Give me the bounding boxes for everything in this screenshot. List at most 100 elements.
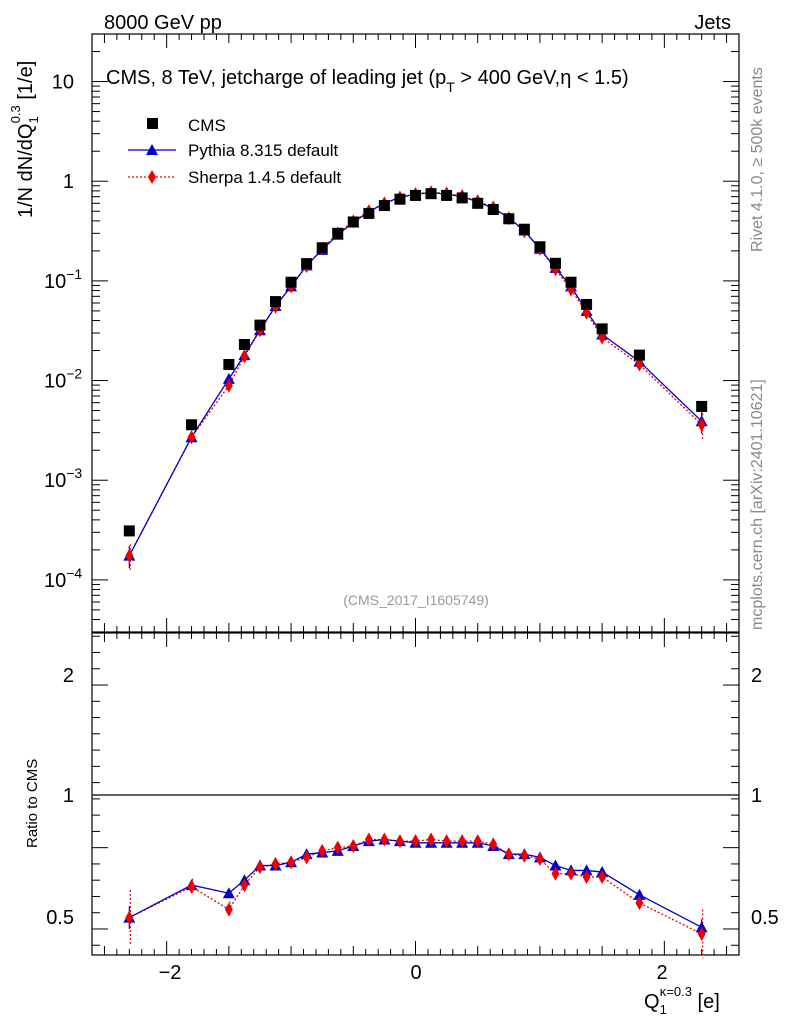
cms-point [518, 223, 530, 235]
sherpa-ratio-point [598, 869, 607, 884]
sherpa-ratio-point [504, 847, 513, 862]
cms-point [347, 216, 359, 228]
pythia-point [222, 372, 235, 384]
sherpa-ratio-point [567, 866, 576, 881]
cms-point [270, 296, 282, 308]
y-tick-label-base: 10 [44, 470, 66, 492]
y-tick-label-base: 1 [63, 171, 74, 193]
cms-point [565, 276, 577, 288]
sherpa-ratio-point [318, 843, 327, 858]
legend: CMS Pythia 8.315 default Sherpa 1.4.5 de… [128, 116, 341, 187]
header-category: Jets [694, 12, 731, 34]
sherpa-ratio-point [125, 910, 134, 925]
sherpa-point [240, 349, 249, 364]
xtick-label-neg2: −2 [159, 962, 182, 984]
sherpa-point [125, 548, 134, 563]
cms-point [332, 227, 344, 239]
sherpa-ratio-point [271, 856, 280, 871]
y-tick-label-base: 10 [44, 570, 66, 592]
main-ylabel: 1/N dN/dQ10.3 [1/e] [8, 61, 41, 218]
sherpa-ratio-point [255, 860, 264, 875]
y-tick-label-base: 10 [44, 271, 66, 293]
y-tick-label: 10−3 [44, 465, 82, 492]
cms-point [363, 207, 375, 219]
ratio-ytick-label-1-right: 1 [751, 785, 762, 807]
sherpa-ratio-point [395, 834, 404, 849]
sherpa-ratio-point [302, 850, 311, 865]
cms-point [410, 189, 421, 201]
ratio-frame [91, 632, 740, 956]
sherpa-ratio-point [520, 848, 529, 863]
pythia-ratio-point [633, 888, 646, 900]
sherpa-ratio-point [473, 834, 482, 849]
sherpa-ratio-point [349, 839, 358, 854]
pythia-ratio-point [222, 887, 235, 899]
ratio-ylabel: Ratio to CMS [24, 759, 41, 848]
pythia-ratio-point [580, 864, 593, 876]
cms-point [633, 349, 645, 361]
cms-point [316, 242, 328, 254]
sherpa-ratio-point [427, 832, 436, 847]
ratio-ytick-label-05-right: 0.5 [751, 907, 779, 929]
legend-marker-sherpa [148, 170, 156, 184]
pythia-ratio-point [695, 921, 708, 933]
xtick-label-2: 2 [656, 962, 667, 984]
plot-title: CMS, 8 TeV, jetcharge of leading jet (pT… [106, 67, 629, 95]
mcplots-label: mcplots.cern.ch [arXiv:2401.10621] [749, 379, 766, 630]
ratio-panel: 2 1 0.5 2 1 0.5 Ratio to CMS −2 0 2 Q1κ=… [24, 632, 779, 1017]
y-tick-label: 1 [63, 171, 74, 193]
cms-point [456, 192, 468, 204]
sherpa-line [128, 191, 703, 556]
y-tick-label-exp: −4 [66, 565, 82, 581]
cms-point [301, 258, 313, 270]
cms-point [285, 276, 297, 288]
x-axis-label: Q1κ=0.3 [e] [644, 984, 720, 1017]
ratio-ticks [92, 633, 739, 955]
sherpa-point [635, 357, 644, 372]
y-tick-label: 10−4 [44, 565, 82, 592]
sherpa-ratio-point [380, 832, 389, 847]
sherpa-ratio-point [187, 879, 196, 894]
main-series [123, 185, 708, 570]
cms-point [254, 319, 266, 331]
legend-marker-pythia [146, 144, 158, 155]
y-tick-label-exp: −1 [66, 266, 82, 282]
cms-point [472, 197, 484, 209]
pythia-ratio-point [549, 859, 562, 871]
sherpa-ratio-point [224, 902, 233, 917]
y-tick-label-exp: −2 [66, 366, 82, 382]
y-tick-label-base: 10 [44, 371, 66, 393]
sherpa-ratio-point [582, 869, 591, 884]
sherpa-point [187, 430, 196, 445]
cms-point [223, 358, 235, 370]
cms-point [425, 188, 437, 200]
main-ticks [92, 33, 739, 633]
y-tick-label: 10 [52, 72, 74, 94]
pythia-line [128, 191, 703, 556]
cms-point [378, 200, 390, 212]
cms-point [549, 257, 561, 269]
y-tick-label: 10−2 [44, 366, 82, 393]
cms-point [503, 213, 515, 225]
sherpa-ratio-point [287, 855, 296, 870]
sherpa-ratio-point [489, 837, 498, 852]
y-tick-label: 10−1 [44, 266, 82, 293]
cms-point [238, 339, 250, 351]
ratio-ytick-label-2-right: 2 [751, 665, 762, 687]
y-tick-label-exp: −3 [66, 465, 82, 481]
sherpa-ratio-point [697, 926, 706, 941]
analysis-id: (CMS_2017_I1605749) [343, 592, 489, 608]
sherpa-ratio-point [535, 852, 544, 867]
sherpa-point [697, 417, 706, 432]
legend-label-pythia: Pythia 8.315 default [188, 141, 339, 160]
ratio-series [123, 832, 708, 959]
legend-label-sherpa: Sherpa 1.4.5 default [188, 168, 341, 187]
xtick-label-0: 0 [410, 962, 421, 984]
sherpa-ratio-point [551, 866, 560, 881]
sherpa-point [224, 378, 233, 393]
cms-point [696, 400, 708, 412]
ratio-ytick-label-05-left: 0.5 [46, 907, 74, 929]
